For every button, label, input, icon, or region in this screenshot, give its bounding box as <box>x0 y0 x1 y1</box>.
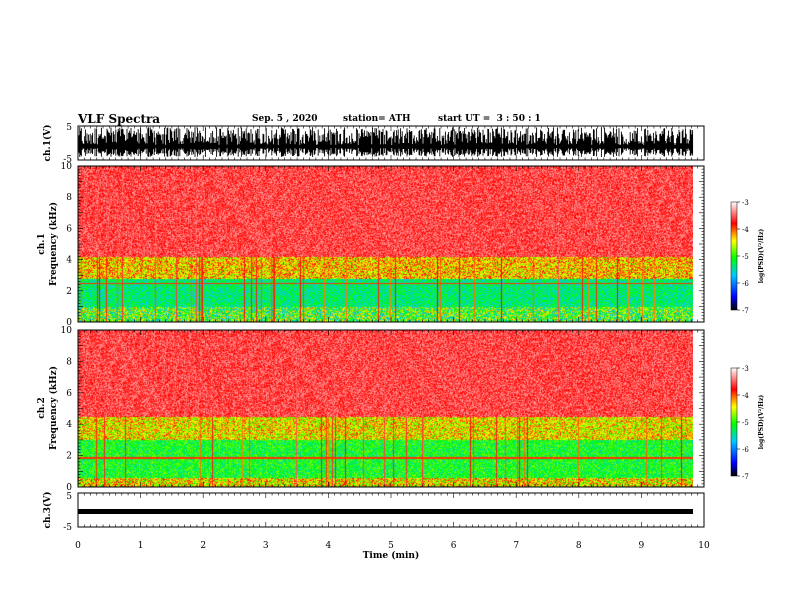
ch3-waveform-trace <box>78 509 693 514</box>
ch1-spectrogram-channel-label: ch.1 <box>37 233 47 254</box>
chart-title: VLF Spectra <box>78 112 161 126</box>
frequency-tick-label: 6 <box>66 389 72 399</box>
colorbar-tick-label: -7 <box>742 307 749 315</box>
time-tick-label: 2 <box>200 541 206 551</box>
time-tick-label: 0 <box>75 541 81 551</box>
colorbar-tick-label: -4 <box>742 392 749 400</box>
frequency-tick-label: 4 <box>66 420 72 430</box>
date-label: Sep. 5 , 2020 <box>252 114 318 124</box>
time-tick-label: 4 <box>326 541 332 551</box>
time-tick-label: 8 <box>576 541 582 551</box>
colorbar-tick-label: -5 <box>742 253 749 261</box>
time-tick-label: 6 <box>451 541 457 551</box>
time-tick-label: 1 <box>138 541 144 551</box>
time-tick-label: 5 <box>388 541 394 551</box>
ch3-waveform-panel: 5 -5 ch.3(V) 0 1 2 3 4 5 6 7 8 9 10 Time (min) <box>42 126 710 561</box>
ch2-frequency-ticks: 0 2 4 6 8 10 <box>61 326 704 493</box>
frequency-tick-label: 0 <box>66 318 72 328</box>
time-tick-label: 3 <box>263 541 269 551</box>
frequency-tick-label: 10 <box>61 162 73 172</box>
ch1-ytick-top: 5 <box>66 123 72 133</box>
ch2-colorbar-label: log(PSD)(V²/Hz) <box>758 395 765 450</box>
frequency-tick-label: 8 <box>66 357 72 367</box>
time-axis-ticks: 0 1 2 3 4 5 6 7 8 9 10 <box>75 126 710 551</box>
colorbar-tick-label: -6 <box>742 446 749 454</box>
frequency-tick-label: 2 <box>66 287 72 297</box>
ch1-waveform-trace <box>78 127 694 157</box>
ch1-waveform-ylabel: ch.1(V) <box>42 125 53 162</box>
colorbar-tick-label: -3 <box>742 365 749 373</box>
ch1-colorbar <box>730 201 738 311</box>
ch1-waveform-panel: 5 -5 ch.1(V) <box>42 123 705 165</box>
ch2-spectrogram-image <box>78 330 693 487</box>
colorbar-tick-label: -6 <box>742 280 749 288</box>
ch1-ytick-bottom: -5 <box>63 155 72 165</box>
ch2-colorbar <box>730 367 738 477</box>
ch2-frequency-ylabel: Frequency (kHz) <box>48 366 59 450</box>
colorbar-tick-label: -4 <box>742 226 749 234</box>
station-label: station= ATH <box>343 114 411 124</box>
frequency-tick-label: 4 <box>66 256 72 266</box>
ch1-colorbar-label: log(PSD)(V²/Hz) <box>758 229 765 284</box>
frequency-tick-label: 8 <box>66 193 72 203</box>
frequency-tick-label: 2 <box>66 452 72 462</box>
time-tick-label: 9 <box>639 541 645 551</box>
ch3-ytick-bottom: -5 <box>63 523 72 533</box>
colorbar-tick-label: -7 <box>742 473 749 481</box>
colorbar-tick-label: -3 <box>742 199 749 207</box>
ch1-frequency-ylabel: Frequency (kHz) <box>48 202 59 286</box>
frequency-tick-label: 0 <box>66 483 72 493</box>
ch2-colorbar-ticks: -3 -4 -5 -6 -7 <box>737 365 749 481</box>
frequency-tick-label: 6 <box>66 224 72 234</box>
start-time-label: start UT = 3 : 50 : 1 <box>438 114 541 124</box>
ch3-ytick-top: 5 <box>66 492 72 502</box>
colorbar-tick-label: -5 <box>742 419 749 427</box>
ch1-spectrogram-image <box>78 166 693 322</box>
time-tick-label: 10 <box>698 541 710 551</box>
ch1-colorbar-ticks: -3 -4 -5 -6 -7 <box>737 199 749 315</box>
ch2-spectrogram-channel-label: ch.2 <box>37 397 47 418</box>
time-axis-label: Time (min) <box>363 550 420 561</box>
ch1-frequency-ticks: 0 2 4 6 8 10 <box>61 162 704 328</box>
ch3-waveform-ylabel: ch.3(V) <box>42 492 53 529</box>
frequency-tick-label: 10 <box>61 326 73 336</box>
time-tick-label: 7 <box>513 541 519 551</box>
